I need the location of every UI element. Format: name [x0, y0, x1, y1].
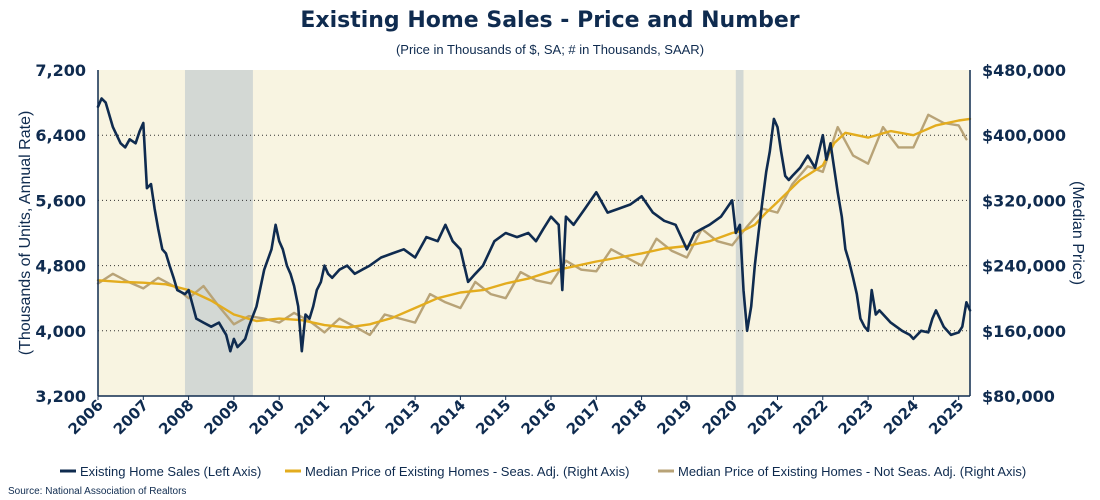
- x-tick-label: 2016: [518, 396, 560, 438]
- x-tick-label: 2020: [699, 396, 741, 438]
- x-tick-label: 2009: [200, 396, 242, 438]
- legend: Existing Home Sales (Left Axis) Median Pr…: [60, 464, 1026, 479]
- left-tick-label: 3,200: [35, 387, 86, 406]
- x-axis-ticks: 2006 2007 2008 2009 2010 2011 2012 2013 2014 2015…: [65, 396, 968, 438]
- x-tick-label: 2014: [427, 396, 469, 438]
- series-lines: [96, 97, 972, 353]
- left-axis-ticks: 3,200 4,000 4,800 5,600 6,400 7,200: [35, 61, 86, 406]
- left-axis-title: (Thousands of Units, Annual Rate): [17, 111, 34, 356]
- left-tick-label: 4,000: [35, 322, 86, 341]
- right-tick-label: $400,000: [982, 126, 1066, 145]
- x-tick-label: 2021: [744, 396, 786, 438]
- x-tick-label: 2010: [246, 396, 288, 438]
- series-line-1: [96, 97, 972, 353]
- chart-subtitle: (Price in Thousands of $, SA; # in Thous…: [395, 42, 705, 57]
- left-tick-label: 4,800: [35, 257, 86, 276]
- x-tick-label: 2015: [472, 396, 514, 438]
- gridlines: [98, 134, 970, 332]
- x-tick-label: 2008: [155, 396, 197, 438]
- legend-label-1: Existing Home Sales (Left Axis): [80, 464, 261, 479]
- x-tick-label: 2011: [291, 396, 333, 438]
- x-tick-label: 2025: [925, 396, 967, 438]
- right-tick-label: $480,000: [982, 61, 1066, 80]
- x-tick-label: 2022: [789, 396, 831, 438]
- legend-label-3: Median Price of Existing Homes - Not Sea…: [678, 464, 1026, 479]
- x-tick-label: 2013: [382, 396, 424, 438]
- x-tick-label: 2007: [110, 396, 152, 438]
- right-tick-label: $160,000: [982, 322, 1066, 341]
- x-tick-label: 2017: [563, 396, 605, 438]
- right-tick-label: $80,000: [982, 387, 1055, 406]
- right-axis-ticks: $80,000 $160,000 $240,000 $320,000 $400,000 $…: [982, 61, 1066, 406]
- right-tick-label: $240,000: [982, 257, 1066, 276]
- left-tick-label: 7,200: [35, 61, 86, 80]
- x-tick-label: 2018: [608, 396, 650, 438]
- x-tick-label: 2024: [880, 396, 922, 438]
- right-tick-label: $320,000: [982, 191, 1066, 210]
- x-tick-label: 2023: [835, 396, 877, 438]
- x-tick-label: 2012: [336, 396, 378, 438]
- recession-band-1: [184, 70, 253, 396]
- right-axis-title: (Median Price): [1069, 181, 1086, 285]
- axes: [97, 70, 971, 397]
- series-line-2: [96, 117, 972, 329]
- left-tick-label: 5,600: [35, 191, 86, 210]
- legend-label-2: Median Price of Existing Homes - Seas. A…: [305, 464, 629, 479]
- source-note: Source: National Association of Realtors: [8, 486, 187, 497]
- chart-title: Existing Home Sales - Price and Number: [300, 8, 800, 33]
- left-tick-label: 6,400: [35, 126, 86, 145]
- x-tick-label: 2019: [653, 396, 695, 438]
